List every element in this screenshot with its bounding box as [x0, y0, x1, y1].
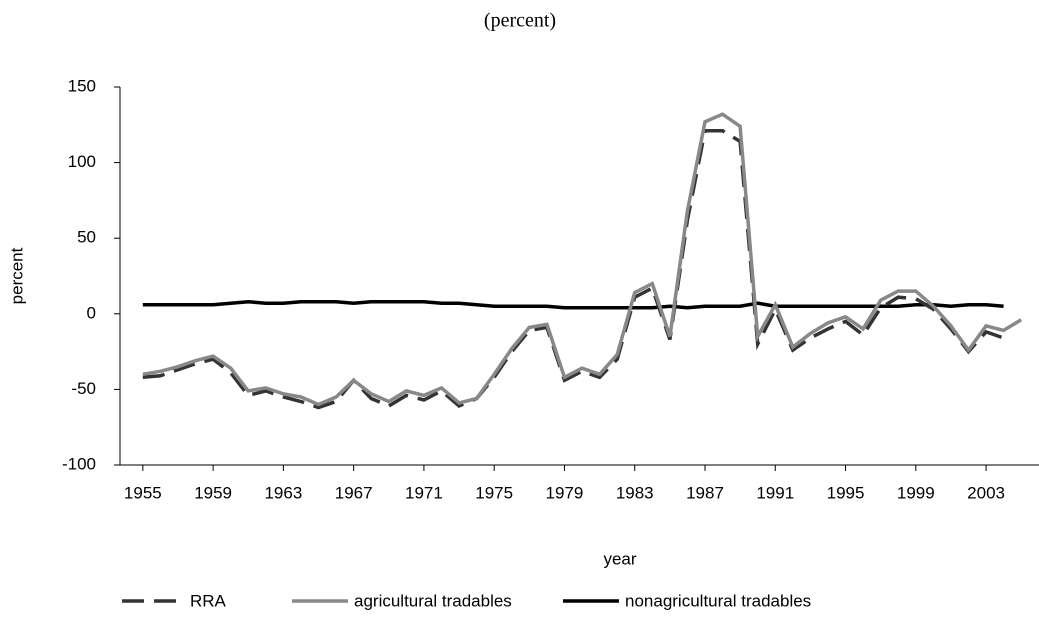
x-tick-label: 1963 — [264, 483, 302, 502]
x-tick-label: 1991 — [756, 483, 794, 502]
series-line — [142, 129, 1005, 410]
x-tick-label: 1967 — [335, 483, 373, 502]
x-tick-label: 1971 — [405, 483, 443, 502]
y-axis-label: percent — [7, 247, 26, 304]
legend-label: RRA — [190, 591, 227, 610]
legend-label: nonagricultural tradables — [625, 591, 811, 610]
y-tick-label: 0 — [87, 303, 96, 322]
x-tick-label: 2003 — [967, 483, 1005, 502]
x-tick-label: 1959 — [194, 483, 232, 502]
y-tick-label: -100 — [62, 454, 96, 473]
y-tick-label: 150 — [68, 76, 96, 95]
chart-title: (percent) — [484, 10, 556, 32]
series-line — [142, 299, 1004, 310]
y-tick-label: -50 — [71, 379, 96, 398]
x-tick-label: 1995 — [827, 483, 865, 502]
legend-label: agricultural tradables — [354, 591, 512, 610]
x-axis-label: year — [603, 549, 636, 568]
y-tick-label: 50 — [77, 228, 96, 247]
x-tick-label: 1979 — [546, 483, 584, 502]
x-tick-label: 1987 — [686, 483, 724, 502]
x-tick-label: 1983 — [616, 483, 654, 502]
y-tick-label: 100 — [68, 152, 96, 171]
series-line — [142, 112, 1023, 407]
x-tick-label: 1999 — [897, 483, 935, 502]
x-tick-label: 1975 — [475, 483, 513, 502]
x-tick-label: 1955 — [124, 483, 162, 502]
